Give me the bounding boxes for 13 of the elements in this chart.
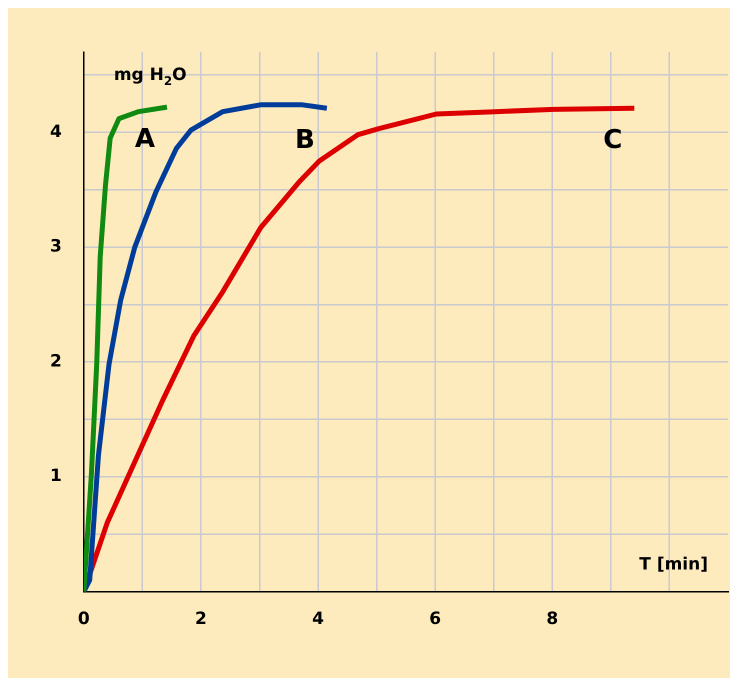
series-label: C <box>603 125 622 156</box>
x-tick-label: 2 <box>195 609 207 630</box>
y-tick-label: 2 <box>50 351 62 372</box>
x-tick-label: 0 <box>78 609 90 630</box>
x-tick-label: 8 <box>546 609 558 630</box>
y-tick-label: 1 <box>50 466 62 486</box>
series-label: B <box>295 125 315 156</box>
y-tick-label: 4 <box>50 122 62 142</box>
y-tick-label: 3 <box>50 236 62 257</box>
x-tick-label: 4 <box>312 609 324 630</box>
series-label: A <box>134 124 155 154</box>
x-axis-title: T [min] <box>639 554 708 575</box>
x-tick-label: 6 <box>429 609 442 630</box>
